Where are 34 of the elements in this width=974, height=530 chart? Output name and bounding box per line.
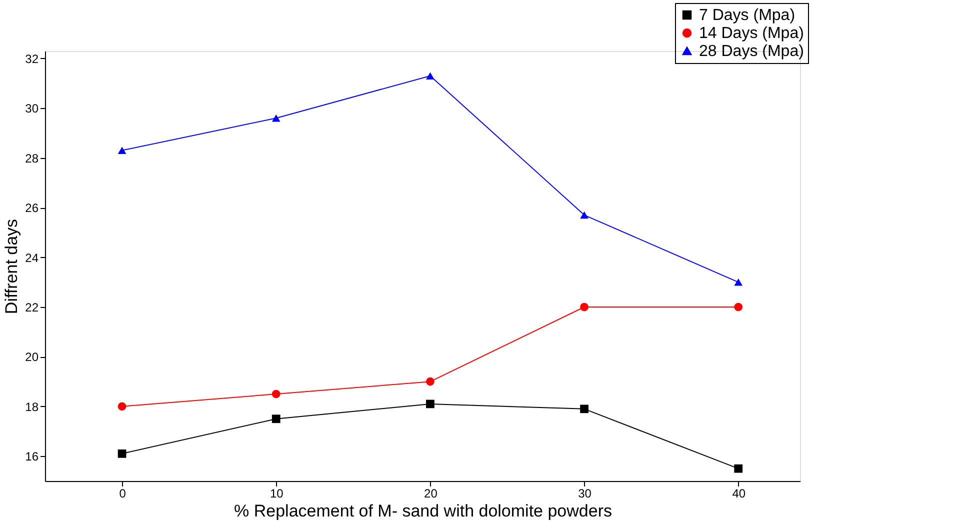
y-tick-label: 32 <box>25 52 39 66</box>
x-tick-label: 40 <box>732 486 746 500</box>
point <box>734 464 743 473</box>
point <box>734 302 743 312</box>
point <box>272 414 280 424</box>
point <box>580 211 588 219</box>
point <box>272 114 280 122</box>
point <box>734 278 743 286</box>
x-axis-title: % Replacement of M- sand with dolomite powders <box>234 502 612 520</box>
point <box>118 402 126 411</box>
y-tick-label: 30 <box>25 102 39 116</box>
legend-label: 7 Days (Mpa) <box>699 7 796 24</box>
y-tick-label: 22 <box>25 300 39 315</box>
point <box>272 390 280 398</box>
point <box>580 302 588 312</box>
y-tick-label: 24 <box>25 250 39 265</box>
x-tick-label: 30 <box>578 486 592 500</box>
point <box>426 400 434 408</box>
y-tick-label: 26 <box>25 201 39 216</box>
point <box>118 449 126 458</box>
point <box>426 377 434 386</box>
y-axis-title: Diffrent days <box>2 218 22 314</box>
x-tick-label: 10 <box>270 486 284 500</box>
y-tick-label: 18 <box>25 400 39 414</box>
x-tick-label: 0 <box>119 486 126 500</box>
legend-label: 14 Days (Mpa) <box>699 25 804 42</box>
y-tick-label: 28 <box>25 151 39 166</box>
y-tick-label: 16 <box>25 450 39 464</box>
y-tick-label: 20 <box>25 350 39 364</box>
x-tick-label: 20 <box>424 486 438 500</box>
point <box>580 404 588 414</box>
point <box>118 146 126 154</box>
legend-label: 28 Days (Mpa) <box>699 43 804 60</box>
point <box>426 72 434 80</box>
